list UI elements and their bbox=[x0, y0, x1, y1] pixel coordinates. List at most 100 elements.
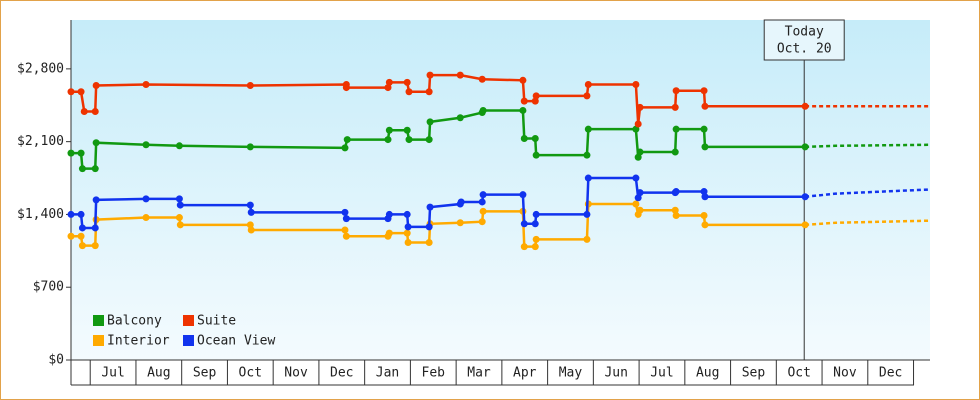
price-point bbox=[700, 211, 708, 219]
price-point bbox=[519, 76, 527, 84]
price-point bbox=[583, 210, 591, 218]
price-point bbox=[584, 174, 592, 182]
price-point bbox=[142, 214, 150, 222]
price-point bbox=[671, 148, 679, 156]
x-tick-label: Aug bbox=[696, 366, 719, 381]
legend-swatch bbox=[93, 315, 104, 326]
price-point bbox=[636, 148, 644, 156]
today-label: Oct. 20 bbox=[777, 42, 832, 57]
x-tick-label: Dec bbox=[330, 366, 353, 381]
price-point bbox=[457, 198, 465, 206]
price-point bbox=[341, 208, 349, 216]
price-point bbox=[77, 210, 85, 218]
price-point bbox=[426, 71, 434, 79]
price-point bbox=[519, 191, 527, 199]
x-tick-label: Jul bbox=[101, 366, 124, 381]
x-tick-label: Oct bbox=[239, 366, 262, 381]
legend-label: Ocean View bbox=[197, 334, 275, 349]
price-point bbox=[456, 71, 464, 79]
price-point bbox=[342, 84, 350, 92]
x-tick-label: Sep bbox=[193, 366, 217, 381]
price-point bbox=[175, 195, 183, 203]
legend-label: Interior bbox=[107, 334, 170, 349]
price-point bbox=[701, 102, 709, 110]
price-point bbox=[247, 208, 255, 216]
price-point bbox=[175, 142, 183, 150]
x-tick-label: Dec bbox=[879, 366, 902, 381]
price-point bbox=[91, 165, 99, 173]
price-point bbox=[700, 188, 708, 196]
price-point bbox=[701, 221, 709, 229]
price-point bbox=[672, 188, 680, 196]
price-point bbox=[91, 224, 99, 232]
price-point bbox=[532, 235, 540, 243]
price-point bbox=[425, 239, 433, 247]
price-point bbox=[632, 200, 640, 208]
x-tick-label: Jan bbox=[376, 366, 399, 381]
price-point bbox=[479, 106, 487, 114]
price-point bbox=[92, 196, 100, 204]
price-point bbox=[78, 224, 86, 232]
price-point bbox=[385, 78, 393, 86]
price-point bbox=[142, 141, 150, 149]
price-point bbox=[67, 149, 75, 157]
price-point bbox=[67, 210, 75, 218]
y-tick-label: $700 bbox=[33, 280, 64, 295]
x-tick-label: Oct bbox=[787, 366, 810, 381]
price-point bbox=[247, 226, 255, 234]
price-point bbox=[671, 103, 679, 111]
x-tick-label: May bbox=[559, 366, 583, 381]
price-point bbox=[584, 125, 592, 133]
price-point bbox=[478, 75, 486, 83]
price-point bbox=[636, 206, 644, 214]
today-box bbox=[763, 19, 845, 61]
price-point bbox=[341, 226, 349, 234]
price-point bbox=[426, 203, 434, 211]
price-point bbox=[583, 151, 591, 159]
price-point bbox=[385, 210, 393, 218]
price-point bbox=[403, 126, 411, 134]
price-point bbox=[632, 174, 640, 182]
legend-swatch bbox=[183, 335, 194, 346]
price-point bbox=[671, 206, 679, 214]
price-point bbox=[385, 229, 393, 237]
price-point bbox=[456, 114, 464, 122]
x-tick-label: Sep bbox=[742, 366, 766, 381]
price-point bbox=[67, 232, 75, 240]
legend-swatch bbox=[183, 315, 194, 326]
forecast-line bbox=[805, 188, 931, 199]
price-point bbox=[176, 221, 184, 229]
legend-label: Suite bbox=[197, 314, 236, 329]
price-point bbox=[532, 210, 540, 218]
price-point bbox=[520, 97, 528, 105]
price-point bbox=[403, 78, 411, 86]
price-point bbox=[520, 220, 528, 228]
price-point bbox=[672, 87, 680, 95]
forecast-line bbox=[805, 143, 931, 149]
price-point bbox=[91, 242, 99, 250]
price-point bbox=[700, 125, 708, 133]
price-point bbox=[634, 120, 642, 128]
price-point bbox=[479, 207, 487, 215]
price-point bbox=[801, 143, 809, 151]
price-point bbox=[78, 242, 86, 250]
price-point bbox=[405, 88, 413, 96]
price-point bbox=[456, 219, 464, 227]
price-point bbox=[142, 195, 150, 203]
price-point bbox=[531, 97, 539, 105]
price-point bbox=[532, 151, 540, 159]
price-point bbox=[632, 80, 640, 88]
y-tick-label: $0 bbox=[48, 353, 64, 368]
price-point bbox=[403, 229, 411, 237]
price-point bbox=[246, 221, 254, 229]
price-point bbox=[700, 87, 708, 95]
price-point bbox=[384, 136, 392, 144]
price-point bbox=[531, 135, 539, 143]
price-point bbox=[91, 107, 99, 115]
price-point bbox=[478, 198, 486, 206]
y-tick-label: $2,800 bbox=[17, 61, 64, 76]
price-point bbox=[583, 92, 591, 100]
price-point bbox=[80, 107, 88, 115]
price-point bbox=[425, 136, 433, 144]
